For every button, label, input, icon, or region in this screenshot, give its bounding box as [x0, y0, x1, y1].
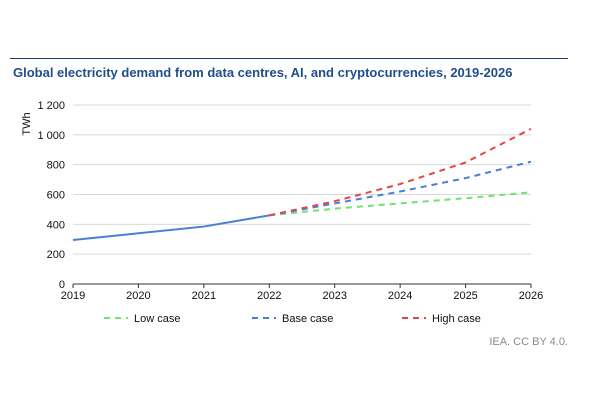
x-tick-label: 2023	[322, 290, 346, 302]
x-tick-labels: 2019 2020 2021 2022 2023 2024 2025 2026	[61, 284, 543, 302]
y-tick-label: 0	[59, 279, 65, 291]
chart-title: Global electricity demand from data cent…	[13, 65, 513, 80]
legend-label: Base case	[282, 313, 333, 325]
y-tick-label: 1 000	[37, 130, 65, 142]
x-tick-label: 2025	[453, 290, 477, 302]
y-tick-label: 200	[47, 249, 65, 261]
y-tick-label: 800	[47, 160, 65, 172]
x-tick-label: 2020	[126, 290, 150, 302]
legend-label: High case	[432, 313, 481, 325]
y-tick-label: 1 200	[37, 100, 65, 112]
legend: Low case Base case High case	[104, 313, 481, 325]
title-rule	[10, 58, 568, 59]
series-line-high-case	[269, 127, 532, 217]
y-tick-label: 400	[47, 219, 65, 231]
x-tick-label: 2026	[519, 290, 543, 302]
y-tick-labels: 0 200 400 600 800 1 000 1 200	[37, 100, 65, 291]
x-tick-label: 2019	[61, 290, 85, 302]
x-tick-label: 2022	[257, 290, 281, 302]
gridlines	[73, 104, 531, 285]
y-tick-label: 600	[47, 190, 65, 202]
legend-label: Low case	[134, 313, 180, 325]
legend-item: Low case	[104, 313, 180, 325]
series-lines	[72, 127, 532, 241]
legend-item: High case	[402, 313, 481, 325]
source-note: IEA. CC BY 4.0.	[489, 336, 568, 348]
series-line-base-case	[269, 160, 532, 217]
x-tick-label: 2024	[388, 290, 412, 302]
series-line-low-case	[269, 191, 532, 217]
series-line-historical	[72, 214, 270, 241]
legend-item: Base case	[252, 313, 333, 325]
x-tick-label: 2021	[192, 290, 216, 302]
y-axis-title: TWh	[21, 112, 33, 135]
